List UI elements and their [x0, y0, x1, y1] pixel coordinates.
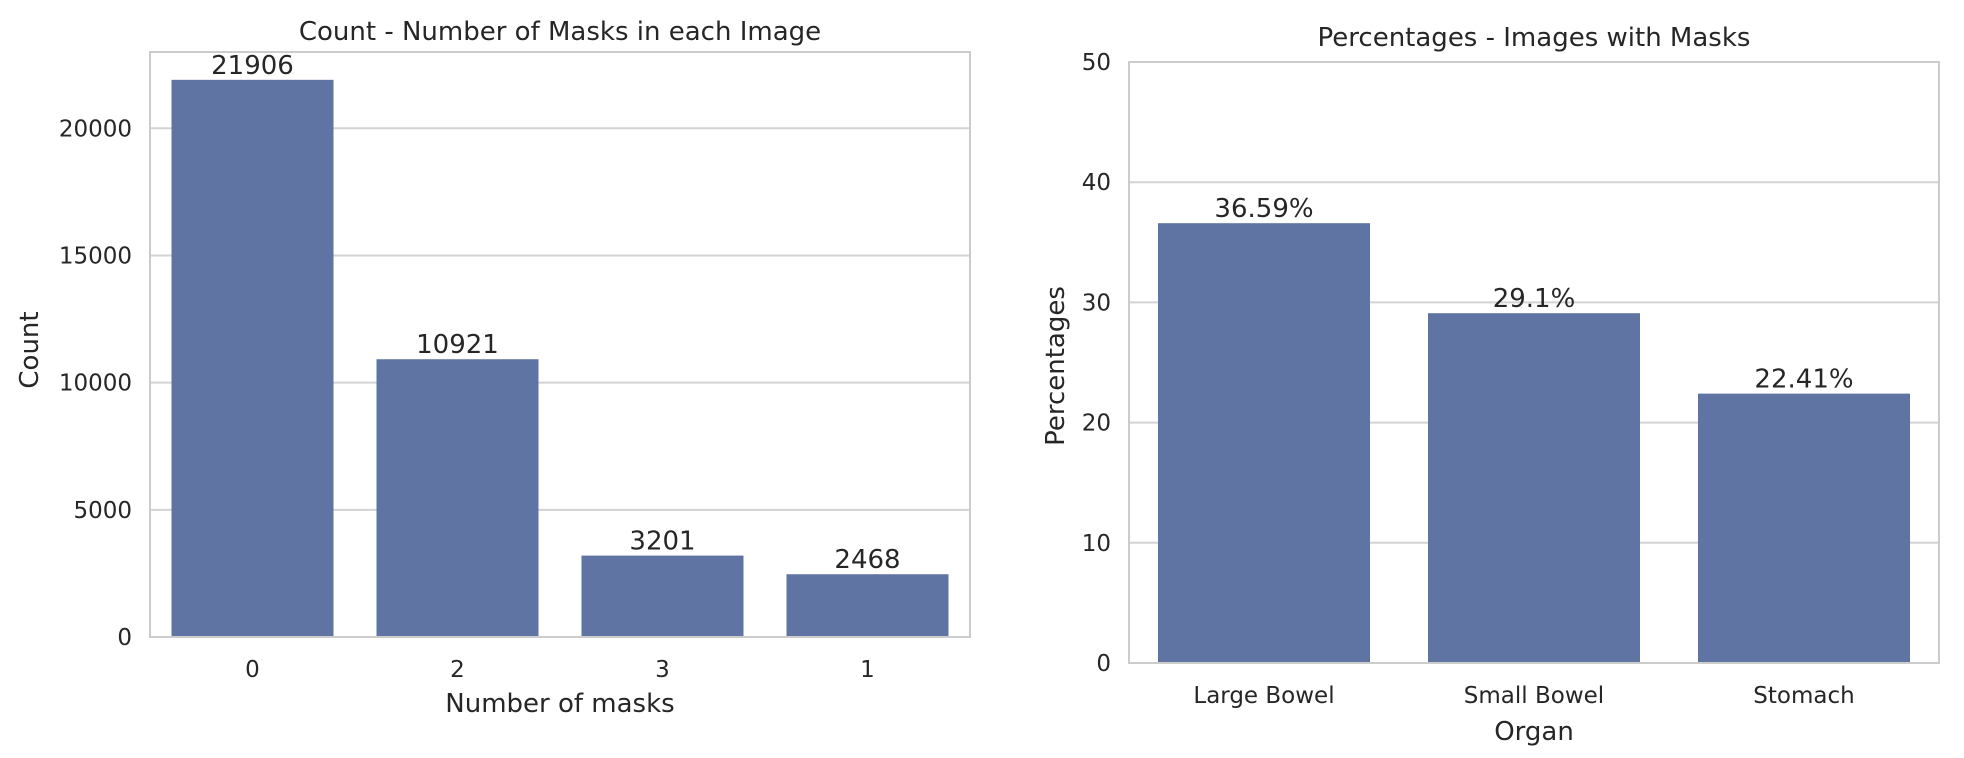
y-tick-label: 15000	[59, 243, 132, 269]
bar-3	[581, 555, 744, 637]
data-label: 2468	[834, 545, 900, 575]
y-tick-label: 30	[1082, 290, 1111, 316]
plot-frame	[1128, 61, 1940, 664]
chart-title: Count - Number of Masks in each Image	[299, 17, 821, 47]
x-tick-label: 1	[860, 657, 875, 683]
y-tick-label: 10000	[59, 371, 132, 397]
bar-small-bowel	[1428, 313, 1640, 663]
y-tick-label: 50	[1082, 50, 1111, 76]
x-axis-label: Number of masks	[445, 689, 674, 719]
x-tick-label: 3	[655, 657, 670, 683]
bar-stomach	[1698, 393, 1910, 663]
y-tick-label: 20	[1082, 411, 1111, 437]
y-tick-label: 20000	[59, 116, 132, 142]
x-tick-label: Large Bowel	[1193, 683, 1334, 709]
plot-frame	[149, 51, 971, 638]
y-tick-label: 0	[1096, 651, 1111, 677]
x-axis-label: Organ	[1494, 717, 1574, 747]
chart-mask-count: Count - Number of Masks in each Image Nu…	[15, 17, 971, 719]
y-axis-label: Percentages	[1041, 286, 1071, 446]
data-label: 29.1%	[1493, 284, 1576, 314]
y-tick-label: 5000	[73, 498, 132, 524]
x-tick-label: 0	[245, 657, 260, 683]
data-label: 10921	[416, 330, 499, 360]
y-axis-label: Count	[15, 311, 45, 388]
chart-organ-percentages: Percentages - Images with Masks Organ Pe…	[1041, 23, 1940, 747]
y-tick-label: 40	[1082, 170, 1111, 196]
bar-1	[786, 574, 949, 637]
x-tick-label: 2	[450, 657, 465, 683]
x-tick-label: Stomach	[1753, 683, 1854, 709]
y-tick-label: 10	[1082, 531, 1111, 557]
chart-title: Percentages - Images with Masks	[1318, 23, 1751, 53]
bar-2	[376, 359, 539, 637]
data-label: 21906	[211, 51, 294, 81]
bar-0	[171, 79, 334, 637]
data-label: 36.59%	[1214, 194, 1313, 224]
x-tick-label: Small Bowel	[1464, 683, 1604, 709]
bar-large-bowel	[1158, 223, 1370, 663]
data-label: 22.41%	[1754, 365, 1853, 395]
y-tick-label: 0	[117, 625, 132, 651]
data-label: 3201	[629, 527, 695, 557]
